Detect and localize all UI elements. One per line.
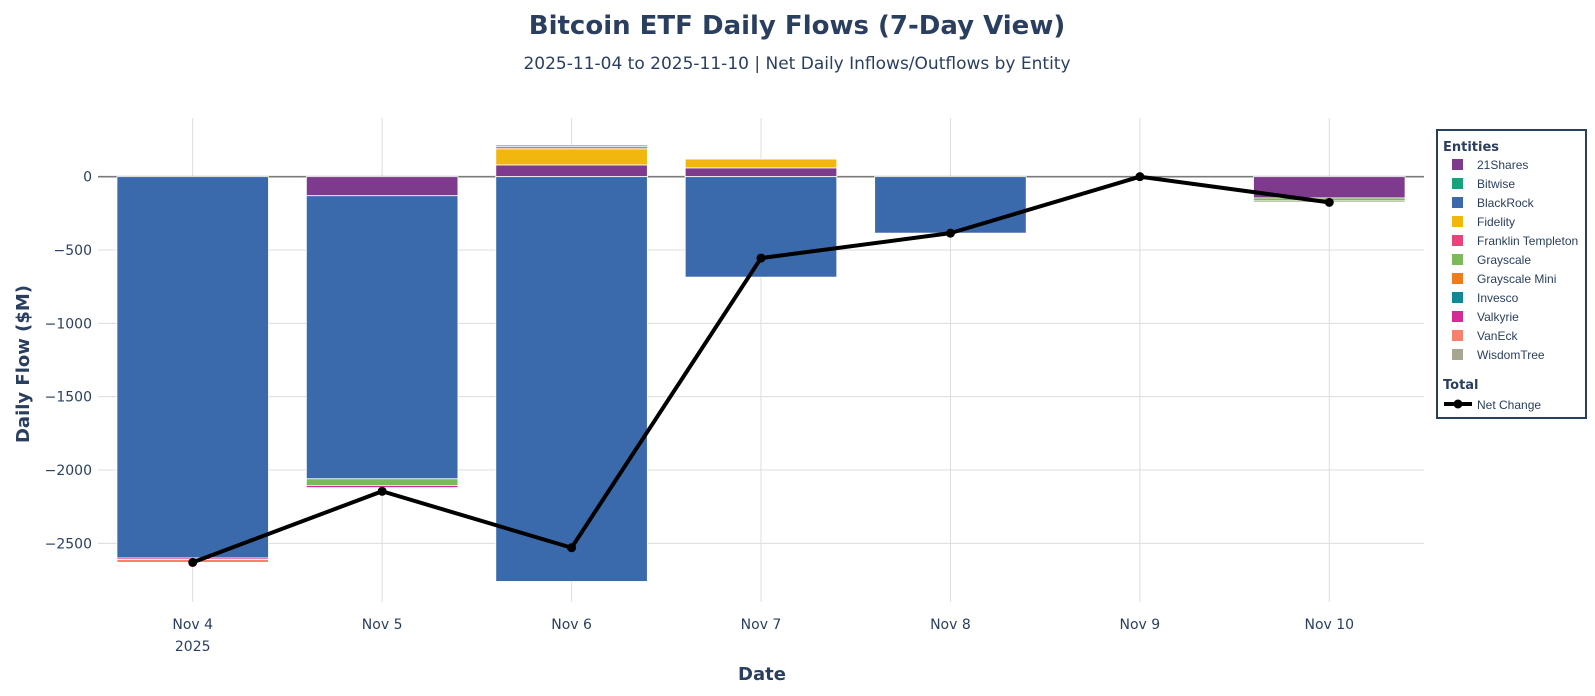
x-tick-label: Nov 4 [172,617,213,633]
legend-group-total: Total [1443,378,1479,393]
y-axis: 0 −500 −1000 −1500 −2000 −2500 [45,170,92,553]
x-year-label: 2025 [175,639,211,655]
x-tick-label: Nov 8 [930,617,971,633]
y-tick-label: −1000 [45,316,92,332]
legend-swatch [1452,159,1463,170]
x-tick-label: Nov 9 [1120,617,1161,633]
y-tick-label: 0 [83,170,92,186]
legend-swatch [1452,349,1463,360]
net-change-point [945,228,955,238]
legend-label: VanEck [1477,329,1518,343]
legend-swatch [1452,197,1463,208]
bar-21shares [305,176,459,197]
net-change-point [567,543,577,553]
chart-title: Bitcoin ETF Daily Flows (7-Day View) [529,11,1065,41]
legend-label: BlackRock [1477,196,1535,210]
net-change-point [756,253,766,263]
legend-label: 21Shares [1477,158,1528,172]
x-tick-label: Nov 5 [362,617,403,633]
bar-21shares [495,164,648,178]
net-change-line [188,172,1334,567]
legend-label: WisdomTree [1477,348,1545,362]
legend-swatch [1452,273,1463,284]
bar-blackrock [495,176,648,582]
bar-invesco [495,144,648,147]
legend-label: Fidelity [1477,215,1515,229]
net-change-point [188,557,198,567]
legend-label: Grayscale Mini [1477,272,1556,286]
chart-subtitle: 2025-11-04 to 2025-11-10 | Net Daily Inf… [523,54,1070,74]
y-tick-label: −2000 [45,463,92,479]
bar-blackrock [305,195,459,480]
x-tick-label: Nov 10 [1304,617,1354,633]
bar-fidelity [495,148,648,166]
legend-swatch [1452,330,1463,341]
net-change-point [1135,172,1145,182]
bar-blackrock [874,176,1027,234]
y-tick-label: −500 [54,243,92,259]
legend-label: Franklin Templeton [1477,234,1578,248]
legend-swatch [1452,235,1463,246]
x-tick-label: Nov 7 [741,617,782,633]
bars [116,144,1406,582]
legend-swatch [1452,311,1463,322]
legend-swatch [1452,292,1463,303]
legend-line-marker [1453,399,1463,409]
legend-label: Bitwise [1477,177,1515,191]
legend-label: Grayscale [1477,253,1531,267]
legend-swatch [1452,178,1463,189]
legend-group-entities: Entities [1443,140,1499,155]
bar-grayscale [305,478,459,486]
bar-fidelity [684,158,838,169]
legend-label: Valkyrie [1477,310,1519,324]
legend-label: Invesco [1477,291,1519,305]
x-axis-title: Date [738,664,786,685]
bar-blackrock [116,176,269,559]
y-tick-label: −2500 [45,536,92,552]
x-axis: Nov 4 Nov 5 Nov 6 Nov 7 Nov 8 Nov 9 Nov 10 2025 [172,617,1354,655]
legend-swatch [1452,216,1463,227]
legend-total: Net Change [1444,398,1541,412]
legend-items: 21Shares Bitwise BlackRock Fidelity Franklin… [1452,158,1578,362]
bar-21shares [684,167,838,178]
x-tick-label: Nov 6 [551,617,592,633]
net-change-point [377,486,387,496]
y-axis-title: Daily Flow ($M) [13,285,34,443]
legend-swatch [1452,254,1463,265]
net-change-point [1324,197,1334,207]
legend: Entities 21Shares Bitwise BlackRock Fidelit… [1436,129,1587,419]
legend-label-net-change: Net Change [1477,398,1541,412]
y-tick-label: −1500 [45,390,92,406]
